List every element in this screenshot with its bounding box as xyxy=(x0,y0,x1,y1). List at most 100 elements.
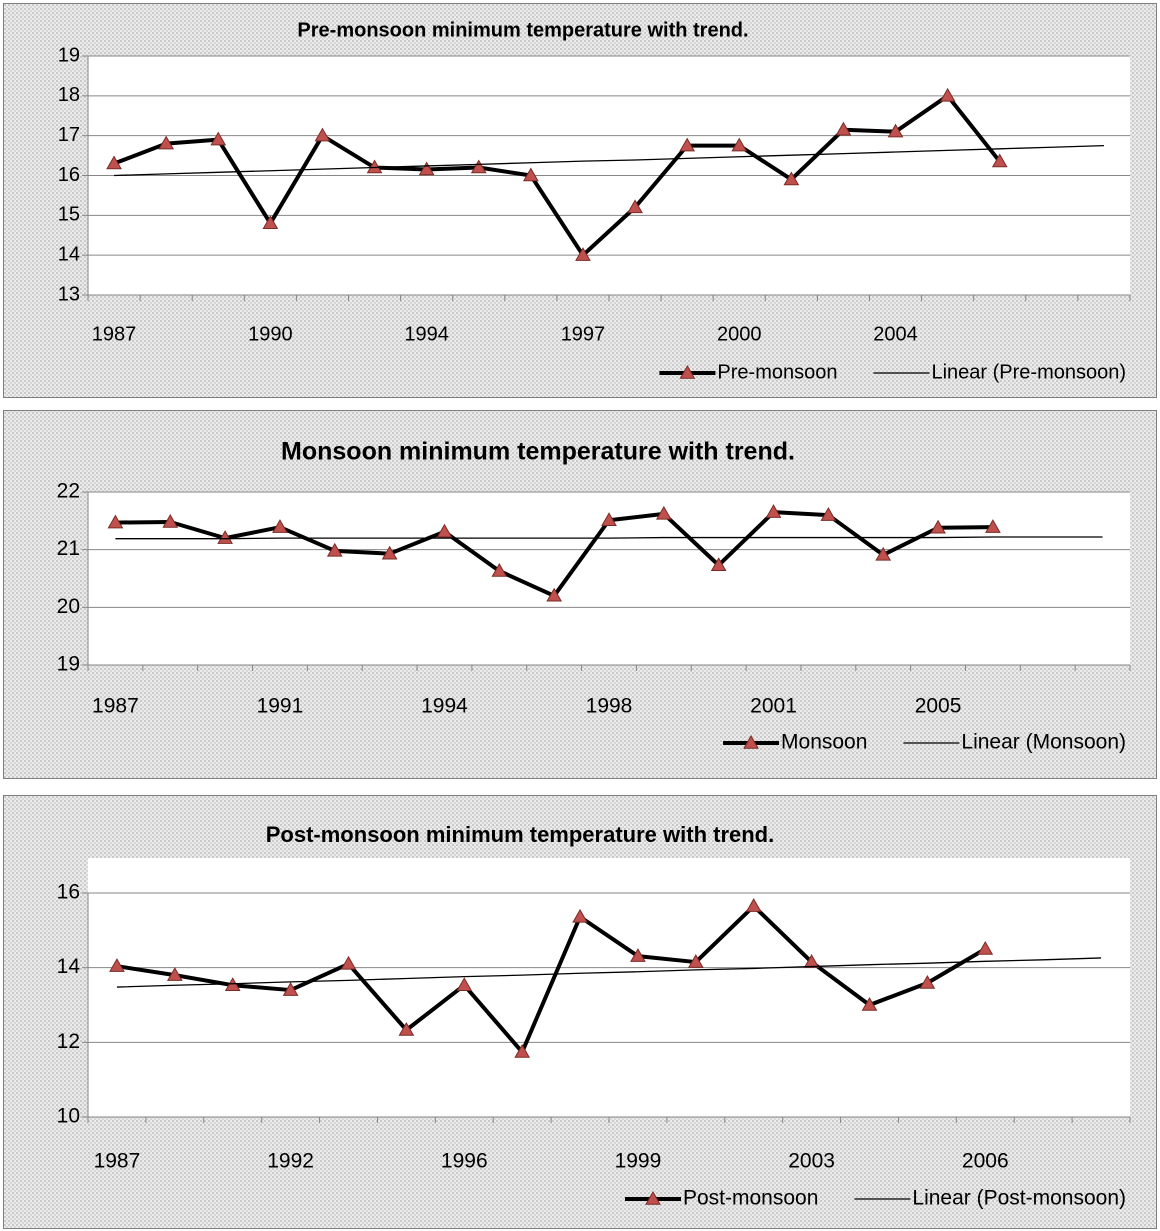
data-point xyxy=(835,121,852,136)
data-point xyxy=(875,546,892,561)
y-tick-label: 10 xyxy=(57,1105,80,1128)
series-line xyxy=(116,904,987,1055)
data-point xyxy=(262,215,279,230)
x-tick-label: 2000 xyxy=(717,323,762,345)
data-point xyxy=(803,954,820,968)
series-line xyxy=(113,93,1002,258)
data-point xyxy=(887,123,904,138)
data-point xyxy=(919,974,936,989)
y-tick-label: 19 xyxy=(57,653,80,676)
data-point xyxy=(210,131,227,146)
legend-marker xyxy=(679,364,696,379)
data-point xyxy=(107,514,124,529)
data-point xyxy=(731,137,748,152)
y-tick-label: 16 xyxy=(58,164,80,186)
data-point xyxy=(217,530,233,544)
data-point xyxy=(572,908,588,923)
y-tick-label: 18 xyxy=(58,84,80,106)
data-point xyxy=(491,562,508,577)
x-tick-label: 1996 xyxy=(441,1150,488,1173)
x-tick-label: 2003 xyxy=(788,1150,835,1173)
data-point xyxy=(820,507,837,521)
data-point xyxy=(710,557,727,571)
x-tick-label: 1987 xyxy=(92,695,139,718)
y-tick-label: 16 xyxy=(57,881,80,904)
data-point xyxy=(861,996,878,1011)
data-point xyxy=(977,940,994,955)
legend-marker xyxy=(645,1190,661,1205)
legend-marker xyxy=(743,734,759,749)
data-point xyxy=(340,955,357,970)
x-tick-label: 2005 xyxy=(915,695,962,718)
x-tick-label: 2001 xyxy=(750,695,797,718)
data-point xyxy=(765,504,782,518)
data-point xyxy=(991,153,1008,168)
x-tick-label: 2006 xyxy=(962,1150,1009,1173)
data-point xyxy=(470,159,487,174)
chart-panel: Pre-monsoon minimum temperature with tre… xyxy=(3,3,1157,398)
data-point xyxy=(106,155,122,170)
data-point xyxy=(627,199,643,214)
trend-line xyxy=(115,536,1103,540)
y-tick-label: 17 xyxy=(58,124,80,146)
data-point xyxy=(398,1022,415,1036)
x-tick-label: 1990 xyxy=(248,323,293,345)
legend-label: Linear (Monsoon) xyxy=(961,731,1126,754)
data-point xyxy=(630,948,646,962)
chart-title: Monsoon minimum temperature with trend. xyxy=(281,438,795,466)
chart-title: Post-monsoon minimum temperature with tr… xyxy=(266,822,774,847)
y-tick-label: 13 xyxy=(58,283,80,305)
legend-label: Linear (Post-monsoon) xyxy=(912,1187,1126,1210)
x-tick-label: 1994 xyxy=(404,323,449,345)
y-tick-label: 19 xyxy=(58,44,80,66)
data-point xyxy=(381,545,398,560)
data-point xyxy=(366,159,383,174)
data-point xyxy=(109,958,125,972)
x-tick-label: 1999 xyxy=(615,1150,662,1173)
y-tick-label: 15 xyxy=(58,204,80,226)
data-point xyxy=(687,954,704,968)
data-point xyxy=(272,519,288,533)
legend-label: Post-monsoon xyxy=(683,1187,818,1210)
x-tick-label: 1991 xyxy=(257,695,304,718)
y-tick-label: 14 xyxy=(57,955,81,978)
x-tick-label: 1992 xyxy=(267,1150,314,1173)
data-point xyxy=(162,513,179,528)
chart-title: Pre-monsoon minimum temperature with tre… xyxy=(297,19,748,41)
y-tick-label: 21 xyxy=(57,537,80,560)
trend-line xyxy=(114,144,1104,177)
x-tick-label: 1997 xyxy=(561,323,606,345)
y-tick-label: 12 xyxy=(57,1030,80,1053)
data-point xyxy=(939,87,956,102)
legend-label: Pre-monsoon xyxy=(717,361,837,383)
x-tick-label: 2004 xyxy=(873,323,918,345)
data-point xyxy=(166,967,183,981)
data-point xyxy=(575,247,591,261)
legend-label: Monsoon xyxy=(781,731,867,754)
y-tick-label: 14 xyxy=(58,243,80,265)
y-tick-label: 20 xyxy=(57,595,80,618)
data-point xyxy=(158,135,175,150)
data-point xyxy=(745,898,762,912)
trend-line xyxy=(116,957,1102,988)
x-tick-label: 1994 xyxy=(421,695,468,718)
x-tick-label: 1987 xyxy=(92,323,137,345)
data-point xyxy=(456,977,473,991)
data-point xyxy=(601,512,617,527)
data-point xyxy=(522,167,539,182)
y-tick-label: 22 xyxy=(57,480,80,503)
data-point xyxy=(679,137,696,152)
data-point xyxy=(514,1044,531,1058)
data-point xyxy=(326,542,343,557)
data-point xyxy=(985,519,1001,533)
data-point xyxy=(546,587,563,602)
x-tick-label: 1998 xyxy=(586,695,633,718)
chart-panel: Post-monsoon minimum temperature with tr… xyxy=(3,795,1157,1229)
data-point xyxy=(418,161,435,176)
chart-panel: Monsoon minimum temperature with trend. 1… xyxy=(3,410,1157,779)
legend-label: Linear (Pre-monsoon) xyxy=(931,361,1126,383)
x-tick-label: 1987 xyxy=(94,1150,141,1173)
data-point xyxy=(655,505,672,520)
